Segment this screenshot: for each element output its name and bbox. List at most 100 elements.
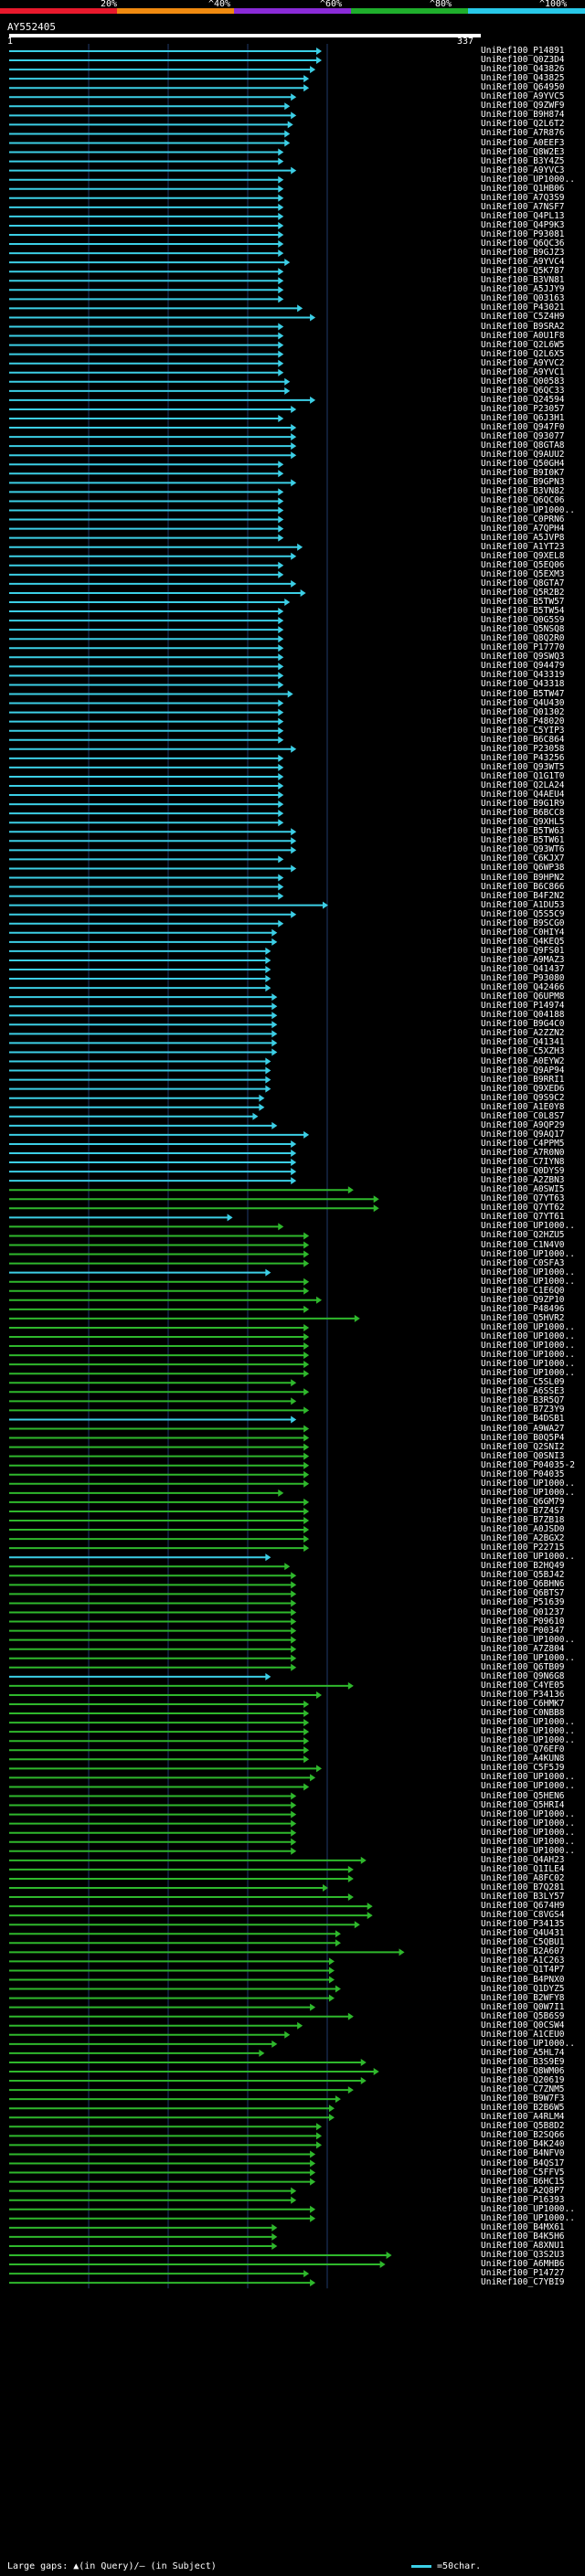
hit-label[interactable]: UniRef100_Q9S9C2	[481, 1092, 565, 1103]
hit-label[interactable]: UniRef100_P43256	[481, 752, 565, 763]
hit-label[interactable]: UniRef100_C5F5J9	[481, 1763, 565, 1774]
hit-label[interactable]: UniRef100_B9H874	[481, 110, 565, 121]
hit-label[interactable]: UniRef100_B2B6W5	[481, 2103, 565, 2114]
hit-label[interactable]: UniRef100_P23057	[481, 403, 565, 414]
hit-label[interactable]: UniRef100_C0L8S7	[481, 1110, 565, 1121]
hit-label[interactable]: UniRef100_B4K240	[481, 2139, 565, 2150]
hit-label[interactable]: UniRef100_Q00583	[481, 376, 565, 387]
hit-label[interactable]: UniRef100_UP1000..	[481, 1818, 575, 1829]
hit-label[interactable]: UniRef100_Q9XEL8	[481, 550, 565, 561]
hit-label[interactable]: UniRef100_A7QPH4	[481, 523, 565, 534]
hit-label[interactable]: UniRef100_B4QS17	[481, 2157, 565, 2168]
hit-label[interactable]: UniRef100_B4F2N2	[481, 890, 565, 901]
hit-label[interactable]: UniRef100_B3Y4Z5	[481, 155, 565, 166]
hit-label[interactable]: UniRef100_P04035-2	[481, 1459, 575, 1470]
hit-label[interactable]: UniRef100_UP1000..	[481, 1478, 575, 1489]
hit-label[interactable]: UniRef100_Q6UPM8	[481, 991, 565, 1002]
hit-label[interactable]: UniRef100_UP1000..	[481, 2203, 575, 2214]
hit-label[interactable]: UniRef100_UP1000..	[481, 1781, 575, 1792]
hit-label[interactable]: UniRef100_Q2HZU5	[481, 1230, 565, 1241]
hit-label[interactable]: UniRef100_Q4U431	[481, 1928, 565, 1939]
hit-label[interactable]: UniRef100_B4MX61	[481, 2221, 565, 2232]
hit-label[interactable]: UniRef100_Q41341	[481, 1037, 565, 1048]
hit-label[interactable]: UniRef100_Q42466	[481, 982, 565, 993]
hit-label[interactable]: UniRef100_A9YVC2	[481, 357, 565, 368]
hit-label[interactable]: UniRef100_C5QBU1	[481, 1937, 565, 1948]
hit-label[interactable]: UniRef100_A7R0N0	[481, 1148, 565, 1158]
hit-label[interactable]: UniRef100_A1E0Y8	[481, 1101, 565, 1112]
hit-label[interactable]: UniRef100_Q5K787	[481, 266, 565, 277]
hit-label[interactable]: UniRef100_Q43826	[481, 64, 565, 75]
hit-label[interactable]: UniRef100_P93081	[481, 229, 565, 239]
hit-label[interactable]: UniRef100_A2BGX2	[481, 1533, 565, 1544]
hit-label[interactable]: UniRef100_Q2L6T2	[481, 119, 565, 130]
hit-label[interactable]: UniRef100_Q6J3H1	[481, 413, 565, 423]
hit-label[interactable]: UniRef100_P23058	[481, 743, 565, 754]
hit-label[interactable]: UniRef100_Q9ZP10	[481, 1294, 565, 1305]
hit-label[interactable]: UniRef100_Q8GTA7	[481, 578, 565, 588]
hit-label[interactable]: UniRef100_UP1000..	[481, 1652, 575, 1663]
hit-label[interactable]: UniRef100_P34135	[481, 1919, 565, 1930]
hit-label[interactable]: UniRef100_Q7YT61	[481, 1212, 565, 1223]
hit-label[interactable]: UniRef100_A5JVP8	[481, 532, 565, 543]
hit-label[interactable]: UniRef100_UP1000..	[481, 1321, 575, 1332]
hit-label[interactable]: UniRef100_B3VN81	[481, 275, 565, 286]
hit-label[interactable]: UniRef100_A9YVC4	[481, 257, 565, 268]
hit-label[interactable]: UniRef100_P04035	[481, 1468, 565, 1479]
hit-label[interactable]: UniRef100_Q50GH4	[481, 459, 565, 470]
hit-label[interactable]: UniRef100_Q93WT6	[481, 844, 565, 855]
hit-label[interactable]: UniRef100_UP1000..	[481, 1808, 575, 1819]
hit-label[interactable]: UniRef100_C0PRN6	[481, 514, 565, 525]
hit-label[interactable]: UniRef100_Q5EQ06	[481, 559, 565, 570]
hit-label[interactable]: UniRef100_Q41437	[481, 964, 565, 974]
hit-label[interactable]: UniRef100_Q6QC06	[481, 495, 565, 506]
hit-label[interactable]: UniRef100_B5TW57	[481, 597, 565, 607]
hit-label[interactable]: UniRef100_C7YBI9	[481, 2277, 565, 2288]
hit-label[interactable]: UniRef100_A7R876	[481, 128, 565, 139]
hit-label[interactable]: UniRef100_C0HIY4	[481, 927, 565, 938]
hit-label[interactable]: UniRef100_P93080	[481, 973, 565, 984]
hit-label[interactable]: UniRef100_C5XZH3	[481, 1046, 565, 1057]
hit-label[interactable]: UniRef100_B6BCC8	[481, 808, 565, 819]
hit-label[interactable]: UniRef100_Q04188	[481, 1010, 565, 1021]
hit-label[interactable]: UniRef100_Q1G1T0	[481, 770, 565, 781]
hit-label[interactable]: UniRef100_A6MHB6	[481, 2259, 565, 2270]
hit-label[interactable]: UniRef100_A0U1F8	[481, 330, 565, 341]
hit-label[interactable]: UniRef100_Q5HEN6	[481, 1790, 565, 1801]
hit-label[interactable]: UniRef100_Q3S2U3	[481, 2250, 565, 2260]
hit-label[interactable]: UniRef100_A2ZBN3	[481, 1175, 565, 1186]
hit-label[interactable]: UniRef100_UP1000..	[481, 1359, 575, 1370]
hit-label[interactable]: UniRef100_C6KJX7	[481, 853, 565, 864]
hit-label[interactable]: UniRef100_P48496	[481, 1303, 565, 1314]
hit-label[interactable]: UniRef100_Q5B6S9	[481, 2010, 565, 2021]
hit-label[interactable]: UniRef100_UP1000..	[481, 1836, 575, 1847]
hit-label[interactable]: UniRef100_B2WFY8	[481, 1992, 565, 2003]
hit-label[interactable]: UniRef100_B6C866	[481, 881, 565, 892]
hit-label[interactable]: UniRef100_B3R5Q7	[481, 1395, 565, 1406]
hit-label[interactable]: UniRef100_Q9SWQ3	[481, 652, 565, 663]
hit-label[interactable]: UniRef100_B3LY57	[481, 1892, 565, 1903]
hit-label[interactable]: UniRef100_Q6GM79	[481, 1496, 565, 1507]
hit-label[interactable]: UniRef100_B4NFV0	[481, 2148, 565, 2159]
hit-label[interactable]: UniRef100_UP1000..	[481, 1634, 575, 1645]
hit-label[interactable]: UniRef100_Q43825	[481, 73, 565, 84]
hit-label[interactable]: UniRef100_B0Q5P4	[481, 1432, 565, 1443]
hit-label[interactable]: UniRef100_Q4U430	[481, 697, 565, 708]
hit-label[interactable]: UniRef100_B9SCG0	[481, 917, 565, 928]
hit-label[interactable]: UniRef100_B4K5H6	[481, 2231, 565, 2242]
hit-label[interactable]: UniRef100_A8XNU1	[481, 2240, 565, 2251]
hit-label[interactable]: UniRef100_A7Z804	[481, 1643, 565, 1654]
hit-label[interactable]: UniRef100_B4DSB1	[481, 1414, 565, 1425]
hit-label[interactable]: UniRef100_UP1000..	[481, 1341, 575, 1352]
hit-label[interactable]: UniRef100_C4PPM5	[481, 1138, 565, 1149]
hit-label[interactable]: UniRef100_A5JJY9	[481, 284, 565, 295]
hit-label[interactable]: UniRef100_A0JSD0	[481, 1524, 565, 1535]
hit-label[interactable]: UniRef100_Q0SNI3	[481, 1450, 565, 1461]
hit-label[interactable]: UniRef100_Q674H9	[481, 1901, 565, 1912]
hit-label[interactable]: UniRef100_Q0DYS9	[481, 1166, 565, 1177]
hit-label[interactable]: UniRef100_Q6BTS7	[481, 1588, 565, 1599]
hit-label[interactable]: UniRef100_A1CEU0	[481, 2029, 565, 2040]
hit-label[interactable]: UniRef100_P17770	[481, 642, 565, 653]
hit-label[interactable]: UniRef100_B6C864	[481, 734, 565, 745]
hit-label[interactable]: UniRef100_Q2SNI2	[481, 1441, 565, 1452]
